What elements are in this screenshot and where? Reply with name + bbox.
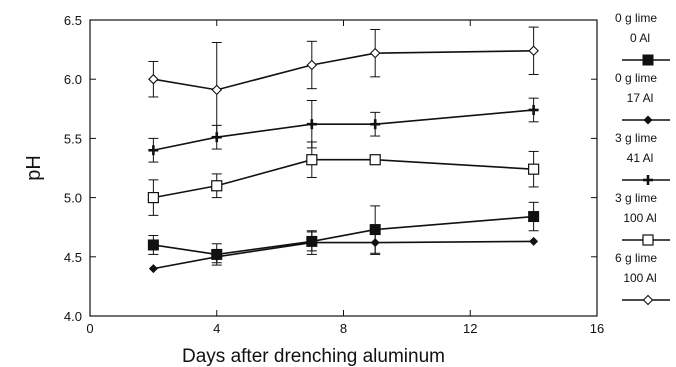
marker-filled-square — [147, 239, 159, 251]
marker-filled-diamond — [307, 238, 317, 248]
legend-label-line-1: 3 g lime — [615, 131, 657, 145]
legend-label-line-1: 0 g lime — [615, 71, 657, 85]
marker-open-diamond — [528, 45, 539, 57]
y-tick-label: 5.5 — [64, 131, 82, 146]
marker-filled-diamond — [529, 236, 539, 246]
legend-label-line-1: 6 g lime — [615, 251, 657, 265]
series-2 — [148, 230, 539, 274]
legend-entry-2: 0 g lime 17 Al — [615, 71, 670, 125]
marker-open-square — [306, 154, 318, 166]
marker-open-diamond — [148, 73, 159, 85]
marker-open-diamond — [211, 84, 223, 96]
series-line — [153, 109, 534, 152]
series-1 — [147, 201, 540, 266]
marker-filled-diamond — [643, 115, 653, 125]
marker-open-square — [369, 154, 381, 166]
legend-entry-3: 3 g lime 41 Al — [615, 131, 670, 185]
legend-label-line-1: 0 g lime — [615, 11, 657, 25]
marker-open-diamond — [642, 294, 654, 306]
legend-entry-5: 6 g lime 100 Al — [615, 251, 670, 306]
x-tick-label: 8 — [340, 321, 347, 336]
series-3 — [148, 97, 539, 163]
legend-label-line-1: 3 g lime — [615, 191, 657, 205]
marker-filled-diamond — [212, 252, 222, 262]
legend-label-line-2: 100 Al — [623, 211, 656, 225]
x-tick-label: 12 — [463, 321, 477, 336]
series-5 — [148, 26, 539, 138]
series-4 — [147, 141, 540, 216]
legend-label-line-2: 17 Al — [627, 91, 654, 105]
legend-label-line-2: 100 Al — [623, 271, 656, 285]
marker-filled-diamond — [370, 238, 380, 248]
y-tick-label: 6.5 — [64, 13, 82, 28]
marker-open-square — [642, 234, 654, 246]
y-axis-title: pH — [23, 155, 45, 181]
marker-open-square — [211, 180, 223, 192]
legend-entry-4: 3 g lime 100 Al — [615, 191, 670, 246]
legend-label-line-2: 41 Al — [627, 151, 654, 165]
series-line — [153, 240, 534, 270]
y-tick-label: 4.0 — [64, 309, 82, 324]
y-tick-label: 4.5 — [64, 250, 82, 265]
marker-open-diamond — [306, 59, 318, 71]
x-tick-label: 16 — [590, 321, 604, 336]
marker-filled-square — [528, 211, 540, 223]
series-line — [153, 158, 534, 199]
y-tick-label: 6.0 — [64, 72, 82, 87]
marker-open-square — [528, 163, 540, 175]
x-tick-label: 4 — [213, 321, 220, 336]
x-tick-label: 0 — [86, 321, 93, 336]
marker-filled-square — [642, 54, 654, 66]
legend-label-line-2: 0 Al — [630, 31, 650, 45]
marker-filled-diamond — [148, 264, 158, 274]
legend-entry-1: 0 g lime 0 Al — [615, 11, 670, 66]
marker-open-square — [147, 192, 159, 204]
x-axis-title: Days after drenching aluminum — [182, 346, 445, 367]
series-line — [153, 215, 534, 256]
marker-open-diamond — [369, 47, 381, 59]
y-tick-label: 5.0 — [64, 191, 82, 206]
series-line — [153, 49, 534, 91]
